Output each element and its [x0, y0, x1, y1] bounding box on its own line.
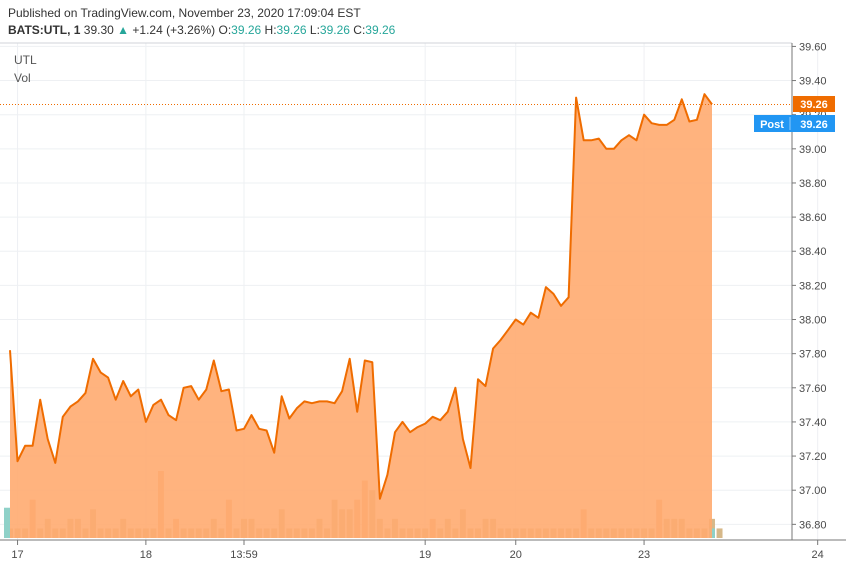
volume-label[interactable]: Vol	[14, 71, 31, 85]
last-price-value: 39.26	[800, 99, 828, 111]
y-tick-label: 38.00	[799, 315, 827, 327]
volume-bar-first	[4, 507, 10, 538]
close-value: 39.26	[365, 23, 396, 37]
up-arrow-icon: ▲	[117, 23, 130, 37]
y-tick-label: 37.20	[799, 451, 827, 463]
y-tick-label: 38.20	[799, 280, 827, 292]
y-tick-label: 39.60	[799, 41, 827, 53]
open-value: 39.26	[231, 23, 262, 37]
published-line: Published on TradingView.com, November 2…	[8, 6, 361, 20]
y-tick-label: 37.80	[799, 349, 827, 361]
x-tick-label: 17	[11, 549, 23, 561]
last-price: 39.30	[83, 23, 114, 37]
symbol-info-line: BATS:UTL, 1 39.30 ▲ +1.24 (+3.26%) O:39.…	[8, 23, 395, 37]
time-axis: 17 18 13:59 19 20 23 24	[11, 540, 824, 561]
high-label: H:	[264, 23, 277, 37]
y-tick-label: 39.00	[799, 144, 827, 156]
high-value: 39.26	[276, 23, 307, 37]
post-label: Post	[760, 119, 784, 131]
y-tick-label: 39.40	[799, 76, 827, 88]
close-label: C:	[353, 23, 366, 37]
price-axis: 39.6039.4039.2039.0038.8038.6038.4038.20…	[792, 41, 827, 531]
y-tick-label: 38.60	[799, 212, 827, 224]
y-tick-label: 37.40	[799, 417, 827, 429]
post-market-tag: Post 39.26	[754, 115, 835, 132]
x-tick-label: 19	[419, 549, 431, 561]
price-area	[10, 94, 712, 538]
x-tick-label: 23	[638, 549, 650, 561]
y-tick-label: 36.80	[799, 519, 827, 531]
x-tick-label: 20	[510, 549, 522, 561]
y-tick-label: 38.80	[799, 178, 827, 190]
low-label: L:	[309, 23, 320, 37]
y-tick-label: 38.40	[799, 246, 827, 258]
low-value: 39.26	[319, 23, 350, 37]
price-line	[9, 93, 713, 500]
symbol-label[interactable]: BATS:UTL, 1	[8, 23, 81, 37]
last-price-tag: 39.26	[793, 96, 835, 112]
x-tick-label: 24	[812, 549, 824, 561]
x-tick-label: 18	[140, 549, 152, 561]
post-value: 39.26	[800, 119, 828, 131]
x-tick-label: 13:59	[230, 549, 258, 561]
open-label: O:	[218, 23, 232, 37]
price-change: +1.24 (+3.26%)	[132, 23, 216, 37]
volume-bar	[716, 528, 723, 538]
pane-symbol-label[interactable]: UTL	[14, 53, 37, 67]
y-tick-label: 37.60	[799, 383, 827, 395]
y-tick-label: 37.00	[799, 485, 827, 497]
